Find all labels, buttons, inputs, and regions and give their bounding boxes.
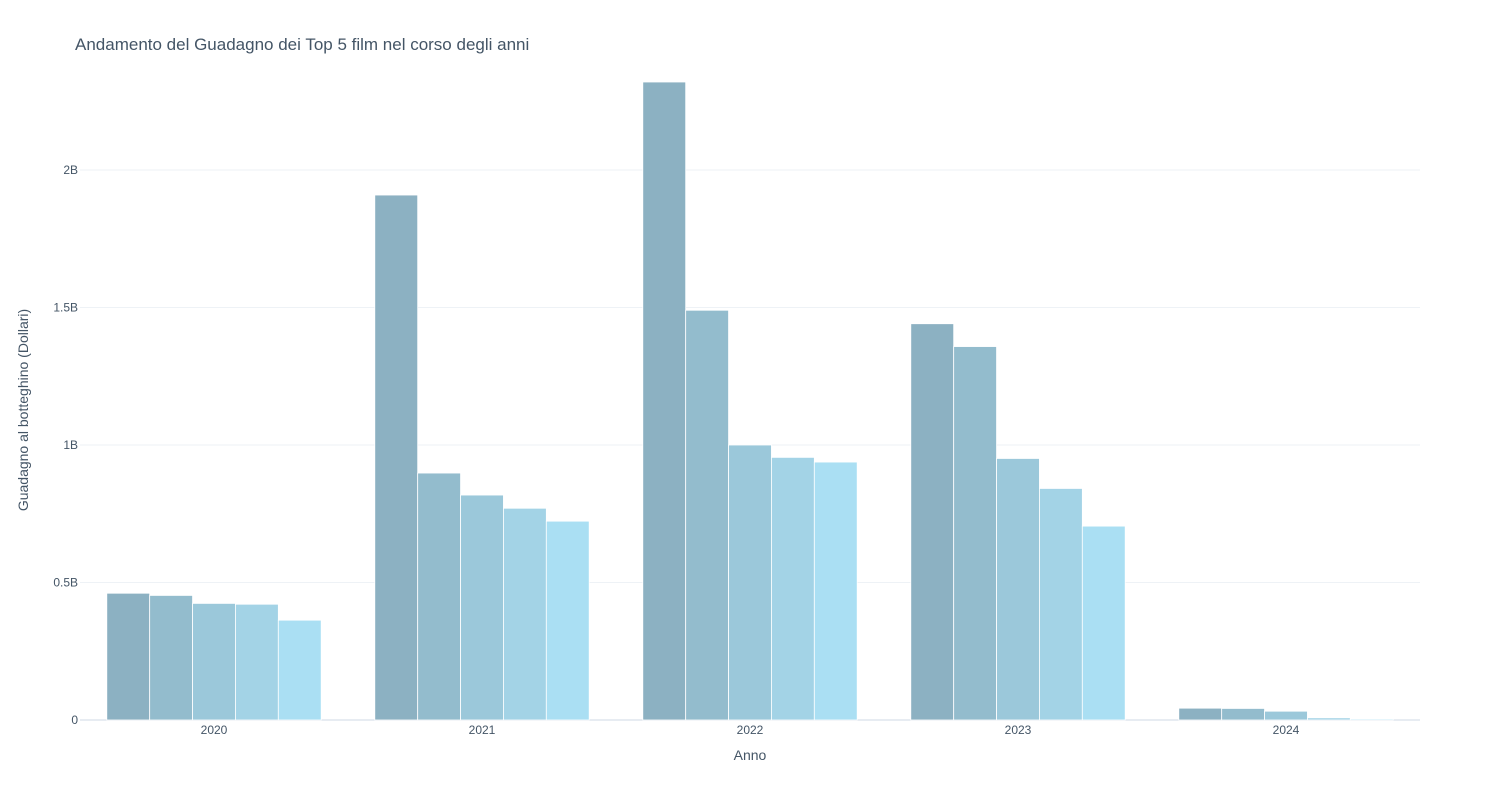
bar <box>1178 707 1223 721</box>
bar <box>192 603 236 721</box>
bar <box>106 592 151 721</box>
bar <box>685 309 729 721</box>
bar <box>1081 525 1126 721</box>
bar <box>1039 488 1083 721</box>
bar <box>642 81 687 721</box>
y-axis-title: Guadagno al botteghino (Dollari) <box>15 309 31 511</box>
bar <box>374 194 419 721</box>
chart-title: Andamento del Guadagno dei Top 5 film ne… <box>75 35 529 54</box>
bar <box>1264 710 1308 721</box>
bar <box>1307 717 1351 721</box>
bar <box>813 461 858 721</box>
y-tick-labels: 0 0.5B 1B 1.5B 2B <box>53 163 78 727</box>
y-tick-label: 2B <box>63 163 78 177</box>
bar <box>910 323 955 721</box>
bar <box>503 507 547 721</box>
y-tick-label: 1.5B <box>53 301 78 315</box>
bar <box>996 458 1040 721</box>
bar <box>235 603 279 721</box>
bar <box>545 520 590 721</box>
y-tick-label: 0 <box>71 713 78 727</box>
x-axis-title: Anno <box>734 747 767 763</box>
bar <box>1349 718 1394 721</box>
x-tick-label: 2024 <box>1273 723 1300 737</box>
x-tick-label: 2023 <box>1005 723 1032 737</box>
y-tick-label: 0.5B <box>53 576 78 590</box>
bar <box>728 444 772 721</box>
bar <box>953 346 997 721</box>
x-tick-label: 2020 <box>201 723 228 737</box>
y-tick-label: 1B <box>63 438 78 452</box>
x-tick-labels: 2020 2021 2022 2023 2024 <box>201 723 1300 737</box>
bar <box>1221 708 1265 721</box>
bar <box>460 494 504 721</box>
bar <box>149 595 193 721</box>
x-tick-label: 2022 <box>737 723 764 737</box>
bar <box>277 619 322 721</box>
bar <box>417 472 461 721</box>
bars <box>106 81 1394 721</box>
x-tick-label: 2021 <box>469 723 496 737</box>
bar <box>771 456 815 721</box>
